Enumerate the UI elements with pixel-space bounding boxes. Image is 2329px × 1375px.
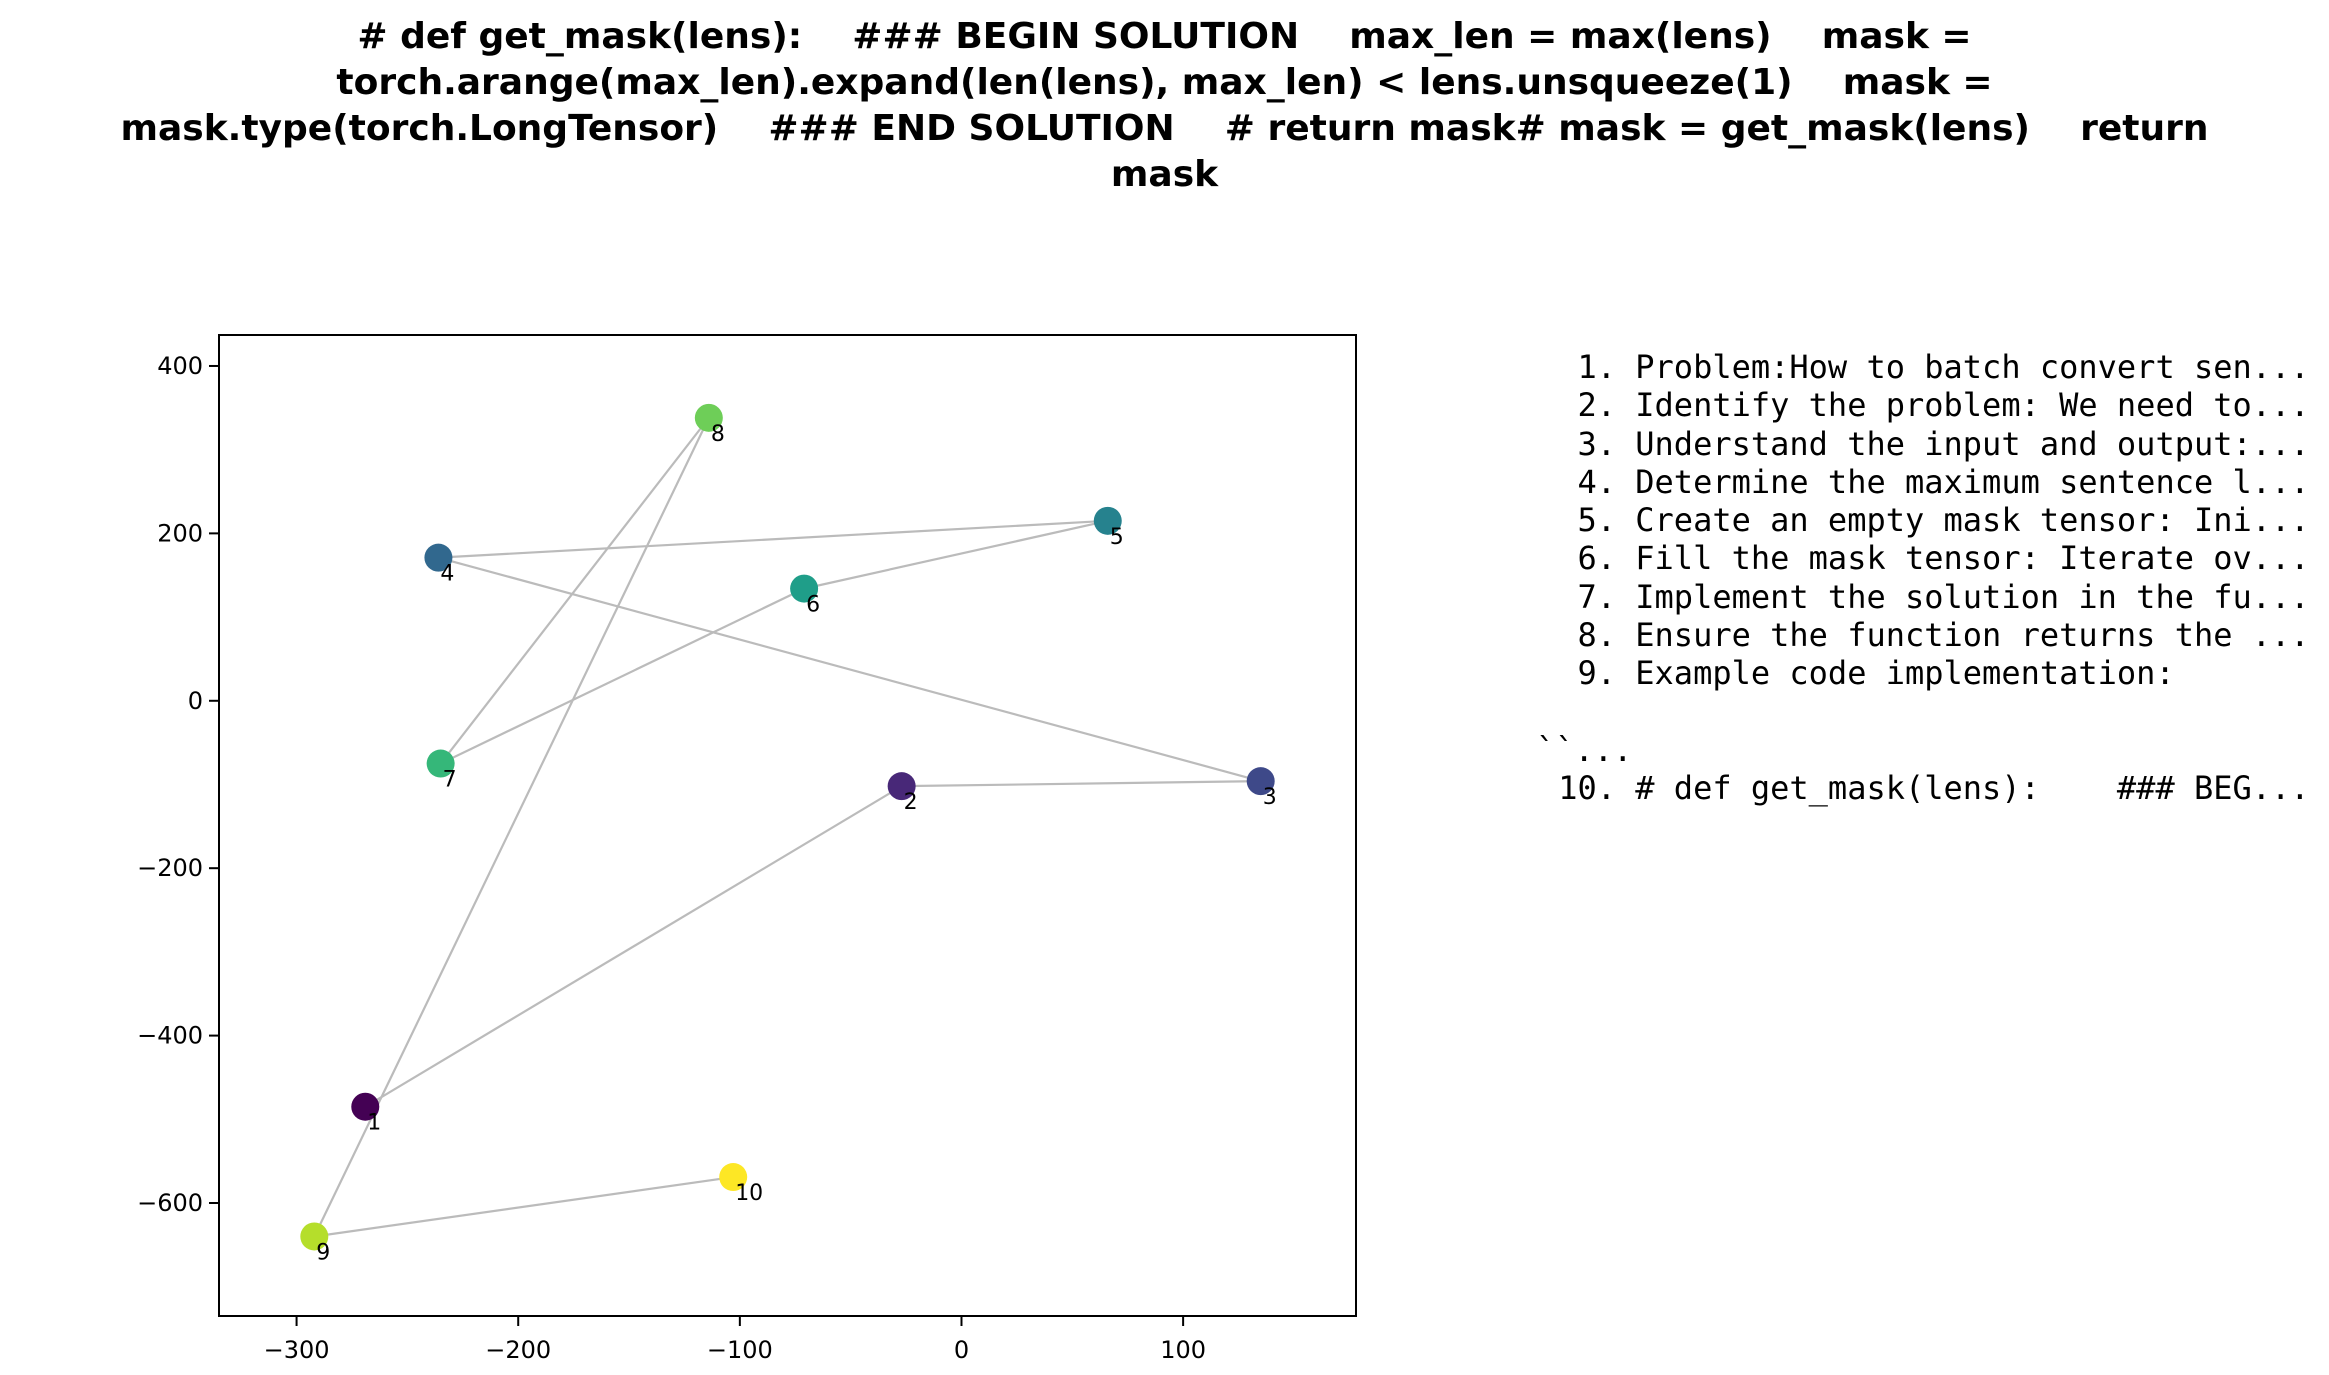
step-text: Fill the mask tensor: Iterate ov... xyxy=(1635,539,2310,578)
step-text: Identify the problem: We need to... xyxy=(1635,386,2310,425)
step-item: 9. Example code implementation: xyxy=(1536,654,2310,692)
chart-title-line: mask xyxy=(1110,154,1219,195)
point-label: 8 xyxy=(711,422,725,447)
connection-line xyxy=(438,519,1108,559)
y-tick-label: 400 xyxy=(157,352,203,380)
data-point xyxy=(426,749,455,778)
data-point xyxy=(1246,767,1275,796)
chart-title-line: # def get_mask(lens): ### BEGIN SOLUTION… xyxy=(357,16,1972,57)
step-item: 10. # def get_mask(lens): ### BEG... xyxy=(1536,769,2310,808)
step-item: 8. Ensure the function returns the ... xyxy=(1536,616,2310,655)
x-tick-label: −300 xyxy=(264,1336,330,1364)
step-blank-line xyxy=(1536,693,2310,731)
connection-line xyxy=(901,780,1261,788)
step-item: 1. Problem:How to batch convert sen... xyxy=(1536,348,2310,386)
point-label: 5 xyxy=(1110,525,1124,550)
chart-title-line: mask.type(torch.LongTensor) ### END SOLU… xyxy=(120,108,2209,149)
connection-line xyxy=(438,556,1261,783)
step-number: 3. xyxy=(1577,424,1616,463)
step-item: 3. Understand the input and output:... xyxy=(1536,424,2310,463)
step-text: # def get_mask(lens): ### BEG... xyxy=(1635,769,2310,808)
connection-line xyxy=(313,417,710,1237)
connection-line xyxy=(314,1175,734,1238)
point-label: 3 xyxy=(1263,785,1277,810)
connection-line xyxy=(439,417,710,765)
data-points xyxy=(300,403,1275,1251)
data-point xyxy=(351,1092,380,1121)
point-label: 9 xyxy=(316,1240,330,1265)
step-item: 4. Determine the maximum sentence l... xyxy=(1536,462,2310,501)
plot-area-frame xyxy=(218,334,1357,1317)
step-number: 10. xyxy=(1558,769,1616,808)
step-text: Example code implementation: xyxy=(1635,654,2175,693)
point-label: 10 xyxy=(735,1181,763,1206)
solution-steps-list: 1. Problem:How to batch convert sen... 2… xyxy=(1536,348,2310,808)
connection-lines xyxy=(313,417,1261,1238)
step-item: 5. Create an empty mask tensor: Ini... xyxy=(1536,501,2310,540)
step-text: Implement the solution in the fu... xyxy=(1635,577,2310,616)
chart-title: # def get_mask(lens): ### BEGIN SOLUTION… xyxy=(0,14,2329,198)
data-point xyxy=(694,403,723,432)
point-labels: 1 2 3 4 5 6 7 8 9 10 xyxy=(316,422,1276,1266)
step-item: 2. Identify the problem: We need to... xyxy=(1536,386,2310,425)
data-point xyxy=(300,1222,329,1251)
step-number: 9. xyxy=(1577,654,1616,693)
step-number: 4. xyxy=(1577,462,1616,501)
point-label: 2 xyxy=(904,790,918,815)
connection-line xyxy=(364,785,903,1108)
y-tick-label: 0 xyxy=(188,687,203,715)
step-number: 1. xyxy=(1577,348,1616,386)
data-point xyxy=(1093,506,1122,535)
x-tick-label: −100 xyxy=(707,1336,773,1364)
step-number: 2. xyxy=(1577,386,1616,425)
y-tick-label: 200 xyxy=(157,519,203,547)
step-text: Problem:How to batch convert sen... xyxy=(1635,348,2310,386)
point-label: 1 xyxy=(367,1111,381,1136)
y-tick-label: −200 xyxy=(137,854,203,882)
y-axis-ticks: −600 −400 −200 0 200 400 xyxy=(137,352,219,1217)
step-text: Create an empty mask tensor: Ini... xyxy=(1635,501,2310,540)
point-label: 6 xyxy=(806,593,820,618)
point-label: 4 xyxy=(440,562,454,587)
step-number: 8. xyxy=(1577,616,1616,655)
chart-title-line: torch.arange(max_len).expand(len(lens), … xyxy=(336,62,1993,103)
data-point xyxy=(719,1163,748,1192)
step-number: 7. xyxy=(1577,577,1616,616)
x-tick-label: 100 xyxy=(1160,1336,1206,1364)
connection-line xyxy=(440,587,805,765)
step-text: Understand the input and output:... xyxy=(1635,424,2310,463)
x-axis-ticks: −300 −200 −100 0 100 xyxy=(264,1316,1206,1364)
step-number: 5. xyxy=(1577,501,1616,540)
step-number: 6. xyxy=(1577,539,1616,578)
x-tick-label: −200 xyxy=(485,1336,551,1364)
y-tick-label: −600 xyxy=(137,1189,203,1217)
data-point xyxy=(887,772,916,801)
connection-line xyxy=(803,519,1109,590)
point-label: 7 xyxy=(443,768,457,793)
step-text: Ensure the function returns the ... xyxy=(1635,616,2310,655)
step-text: Determine the maximum sentence l... xyxy=(1635,462,2310,501)
step-item: 6. Fill the mask tensor: Iterate ov... xyxy=(1536,539,2310,578)
step-item: 7. Implement the solution in the fu... xyxy=(1536,577,2310,616)
data-point xyxy=(790,574,819,603)
x-tick-label: 0 xyxy=(954,1336,969,1364)
y-tick-label: −400 xyxy=(137,1022,203,1050)
step-code-fence: ``... xyxy=(1536,730,1633,769)
data-point xyxy=(424,543,453,572)
